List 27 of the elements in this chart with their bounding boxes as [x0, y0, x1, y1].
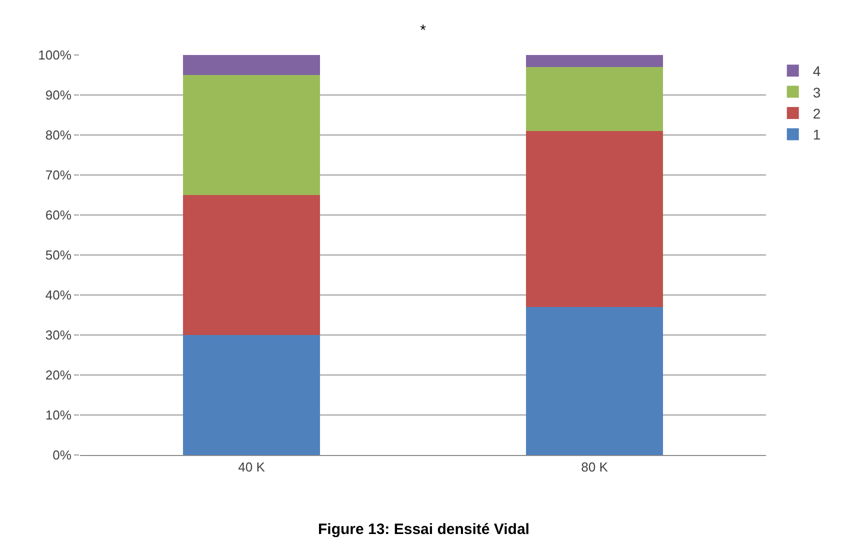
y-tick-label: 70%	[45, 168, 72, 183]
y-tick-label: 10%	[45, 408, 72, 423]
bar	[526, 55, 664, 67]
bar	[182, 195, 320, 335]
bar	[182, 55, 320, 75]
bar	[182, 335, 320, 455]
y-tick-label: 60%	[45, 208, 72, 223]
y-tick-label: 40%	[45, 288, 72, 303]
bar	[526, 307, 664, 455]
x-tick-label: 80 K	[581, 460, 608, 475]
caption: Figure 13: Essai densité Vidal	[318, 521, 530, 538]
y-tick-label: 50%	[45, 248, 72, 263]
bar	[526, 67, 664, 131]
y-tick-label: 0%	[52, 448, 72, 463]
chart-title: *	[420, 22, 426, 40]
bar	[182, 75, 320, 195]
bar	[526, 131, 664, 307]
legend-label: 3	[812, 84, 821, 100]
y-tick-label: 80%	[45, 128, 72, 143]
y-tick-label: 100%	[38, 48, 72, 63]
legend-label: 1	[812, 126, 821, 143]
y-tick-label: 30%	[45, 328, 72, 343]
y-tick-label: 90%	[45, 88, 72, 103]
legend-label: 2	[812, 105, 821, 122]
legend-label: 4	[812, 63, 821, 80]
x-tick-label: 40 K	[238, 460, 266, 475]
y-tick-label: 20%	[45, 368, 72, 383]
